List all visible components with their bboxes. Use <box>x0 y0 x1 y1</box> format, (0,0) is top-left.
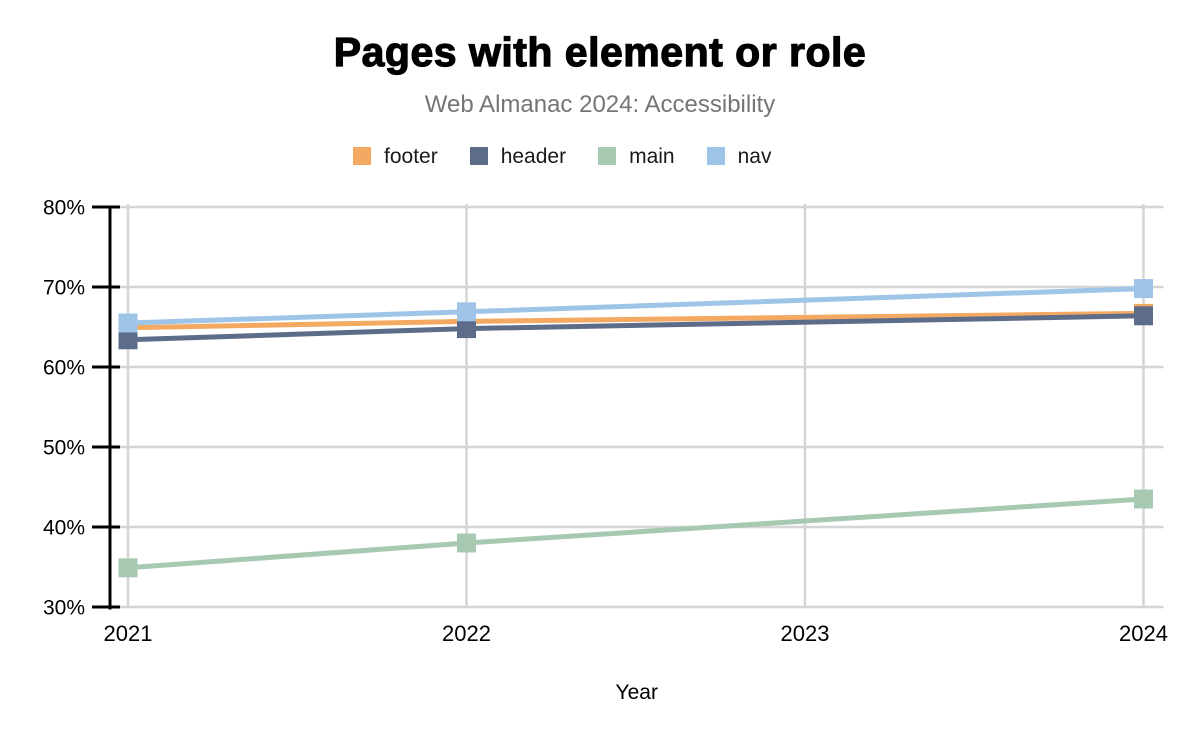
x-tick-label-2022: 2022 <box>442 621 491 646</box>
legend-label-main: main <box>629 144 675 168</box>
legend-swatch-header <box>469 147 488 165</box>
legend-swatch-nav <box>706 147 725 165</box>
marker-nav-2022 <box>457 302 476 322</box>
legend-swatch-footer <box>353 147 371 165</box>
x-axis-title: Year <box>616 681 658 704</box>
legend-item-nav: nav <box>706 144 772 168</box>
series-line-main <box>127 496 1144 571</box>
y-tick-label-60: 60% <box>43 357 85 380</box>
legend-label-footer: footer <box>384 144 438 168</box>
y-tick-50 <box>92 445 120 449</box>
legend-label-nav: nav <box>737 144 772 168</box>
marker-nav-2024 <box>1134 279 1153 299</box>
marker-header-2021 <box>118 330 138 350</box>
legend-label-header: header <box>500 144 567 168</box>
chart-subtitle: Web Almanac 2024: Accessibility <box>424 91 776 118</box>
marker-nav-2021 <box>118 313 138 333</box>
legend-swatch-main <box>598 147 617 165</box>
y-tick-label-80: 80% <box>43 197 85 220</box>
y-tick-70 <box>92 285 120 289</box>
y-tick-label-50: 50% <box>43 437 85 460</box>
y-axis-line <box>108 205 112 610</box>
y-tick-60 <box>92 365 120 369</box>
y-tick-label-40: 40% <box>43 517 85 540</box>
y-tick-label-70: 70% <box>43 277 85 300</box>
marker-header-2024 <box>1134 306 1153 326</box>
marker-header-2022 <box>457 319 476 339</box>
y-tick-label-30: 30% <box>43 597 85 620</box>
x-tick-label-2023: 2023 <box>781 621 830 646</box>
y-tick-40 <box>92 525 120 529</box>
x-tick-label-2021: 2021 <box>104 621 153 646</box>
legend: footer header main nav <box>353 144 772 168</box>
legend-item-footer: footer <box>353 146 438 167</box>
y-tick-30 <box>92 605 120 609</box>
marker-main-2022 <box>457 533 476 553</box>
chart-title: Pages with element or role <box>333 29 867 75</box>
x-tick-label-2024: 2024 <box>1119 621 1168 646</box>
marker-main-2021 <box>118 558 138 578</box>
y-tick-80 <box>92 205 120 209</box>
marker-main-2024 <box>1134 489 1153 509</box>
legend-item-header: header <box>469 144 567 168</box>
legend-item-main: main <box>598 146 675 167</box>
